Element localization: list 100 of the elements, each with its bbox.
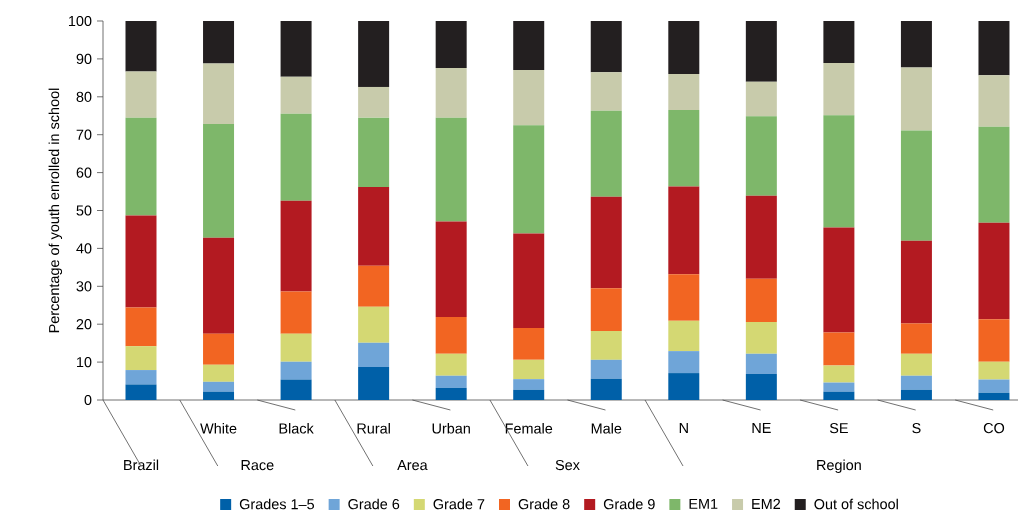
bar [513, 359, 545, 380]
x-tick-label: White [200, 423, 237, 434]
bar [358, 342, 390, 368]
bar [590, 331, 622, 360]
bar [900, 353, 932, 376]
x-tick-label: NE [752, 423, 771, 433]
y-tick-label: 20 [76, 319, 92, 330]
bar [823, 115, 855, 228]
bar [435, 317, 467, 354]
bar [358, 86, 390, 118]
bar [668, 74, 700, 111]
y-tick-label: 100 [68, 15, 92, 27]
bar [280, 291, 312, 334]
bar [900, 375, 932, 390]
bar [823, 382, 855, 392]
bar [668, 21, 700, 75]
bar [745, 116, 777, 196]
x-tick-label: CO [983, 423, 1005, 434]
bar [668, 186, 700, 275]
bar [745, 373, 777, 400]
bar [978, 319, 1010, 362]
bar [203, 333, 235, 365]
bar [590, 72, 622, 111]
bar [590, 110, 622, 197]
bar [745, 81, 777, 117]
bar [358, 367, 390, 400]
bar [823, 365, 855, 383]
bar [125, 117, 157, 216]
bar [900, 130, 932, 241]
bar [978, 392, 1010, 400]
bar [435, 67, 467, 118]
bar [513, 233, 545, 328]
x-tick-label: SE [829, 423, 848, 434]
y-tick-label: 70 [76, 129, 92, 140]
legend-label: Grade 8 [518, 498, 570, 510]
bar [125, 384, 157, 400]
bar [590, 196, 622, 289]
legend-label: Out of school [814, 498, 898, 510]
bar [668, 274, 700, 321]
text: Sex [555, 459, 580, 471]
bar [978, 379, 1010, 393]
bar [203, 63, 235, 125]
bar [900, 323, 932, 354]
bar [668, 320, 700, 352]
bar [280, 76, 312, 114]
bar [435, 387, 467, 400]
bar [435, 375, 467, 388]
bar [125, 71, 157, 118]
bar [590, 21, 622, 73]
bar [668, 110, 700, 187]
y-tick-label: 30 [76, 281, 92, 292]
bar [978, 21, 1010, 76]
bar [358, 117, 390, 187]
y-tick-label: 90 [76, 53, 92, 65]
bar [823, 332, 855, 366]
bar [203, 124, 235, 238]
bar [513, 69, 545, 126]
bar [280, 333, 312, 362]
y-axis-title: Percentage of youth enrolled in school [48, 88, 63, 333]
bar [280, 113, 312, 201]
y-tick-label: 50 [76, 205, 92, 216]
bar [203, 237, 235, 334]
x-tick-label: Urban [432, 423, 470, 434]
bar [435, 117, 467, 222]
bar [358, 21, 390, 87]
bar [823, 63, 855, 116]
bar [900, 240, 932, 324]
bar [900, 21, 932, 68]
bar [513, 21, 545, 70]
y-tick-label: 10 [77, 356, 92, 368]
legend-label: Grade 9 [603, 498, 655, 510]
bar [978, 222, 1010, 320]
bar [125, 215, 157, 308]
x-tick-label: N [679, 423, 688, 433]
bar [823, 391, 855, 400]
bar [900, 67, 932, 131]
legend-label: Grade 6 [348, 498, 400, 510]
y-tick-label: 80 [76, 91, 92, 102]
legend-label: EM2 [752, 498, 781, 509]
text: Brazil [124, 459, 159, 471]
text: Area [397, 460, 428, 471]
bar [513, 389, 545, 400]
y-tick-label: 0 [84, 394, 92, 406]
bar [358, 187, 390, 266]
bar [358, 306, 390, 343]
legend-label: EM1 [689, 498, 718, 509]
legend-label: Grade 7 [433, 498, 485, 510]
bar [978, 75, 1010, 127]
bar [513, 125, 545, 234]
bar [125, 307, 157, 347]
bar [668, 351, 700, 374]
bar [513, 379, 545, 390]
y-tick-label: 40 [76, 243, 92, 254]
bar [745, 278, 777, 322]
bar [435, 353, 467, 376]
y-tick-label: 60 [76, 167, 92, 178]
bar [280, 200, 312, 292]
bar [978, 361, 1010, 380]
bar [745, 353, 777, 374]
x-tick-label: Female [505, 423, 553, 434]
